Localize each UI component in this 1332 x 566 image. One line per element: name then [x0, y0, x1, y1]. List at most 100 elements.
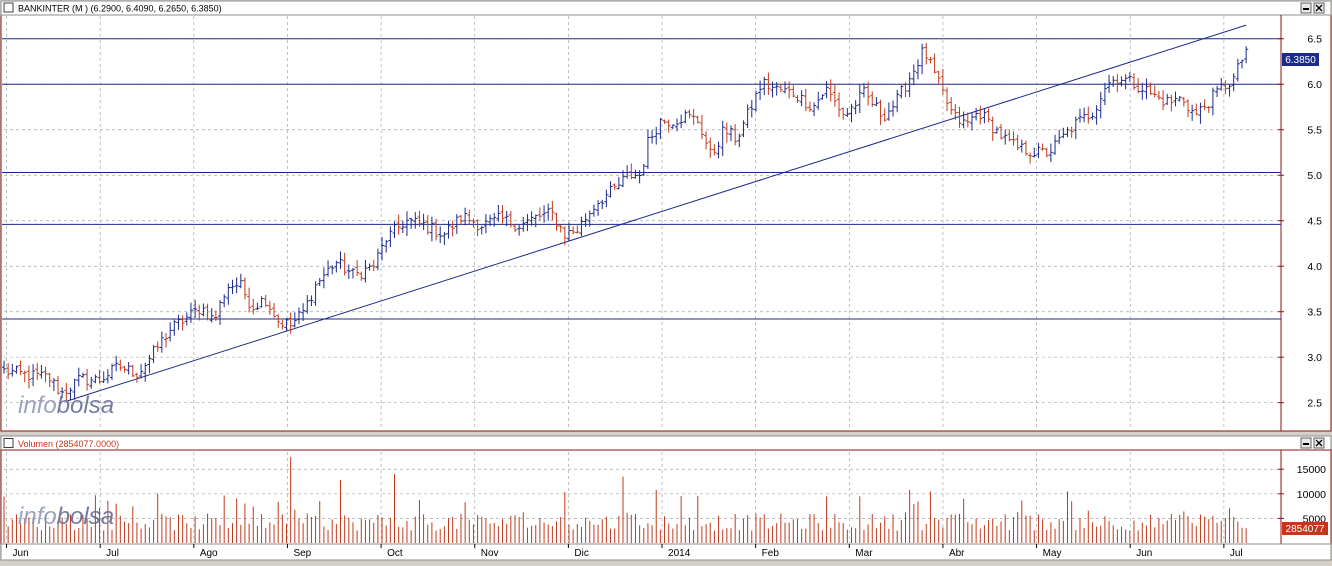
ohlc-bar	[774, 81, 779, 96]
price-axis-label: 4.0	[1307, 261, 1322, 273]
ohlc-bar	[1173, 91, 1178, 107]
ohlc-bar	[645, 129, 650, 169]
ohlc-bar	[400, 220, 405, 234]
ohlc-bar	[550, 201, 555, 221]
close-icon[interactable]	[1313, 2, 1325, 14]
ohlc-bar	[213, 310, 218, 321]
ohlc-bar	[500, 205, 505, 224]
ohlc-bar	[974, 107, 979, 121]
ohlc-bar	[454, 214, 459, 234]
ohlc-bar	[741, 120, 746, 138]
ohlc-bar	[434, 218, 439, 241]
ohlc-bar	[1015, 134, 1020, 151]
ohlc-bar	[612, 183, 617, 191]
ohlc-bar	[787, 81, 792, 99]
ohlc-bar	[51, 378, 56, 392]
ohlc-bar	[517, 224, 522, 236]
ohlc-bar	[284, 317, 289, 332]
ohlc-bar	[1165, 93, 1170, 105]
ohlc-bar	[105, 369, 110, 384]
close-icon[interactable]	[1313, 437, 1325, 449]
ohlc-bar	[650, 130, 655, 144]
ohlc-bar	[425, 215, 430, 235]
price-axis-label: 2.5	[1307, 398, 1322, 410]
ohlc-bar	[504, 210, 509, 227]
ohlc-bar	[940, 68, 945, 95]
ohlc-bar	[712, 144, 717, 156]
ohlc-bar	[101, 371, 106, 384]
ohlc-bar	[68, 387, 73, 401]
ohlc-bar	[533, 214, 538, 228]
ohlc-bar	[346, 264, 351, 280]
ohlc-bar	[812, 102, 817, 117]
ohlc-bar	[637, 170, 642, 184]
ohlc-bar	[288, 312, 293, 334]
ohlc-bar	[870, 91, 875, 107]
ohlc-bar	[920, 43, 925, 75]
ohlc-bar	[1090, 112, 1095, 120]
ohlc-bar	[687, 109, 692, 119]
ohlc-bar	[662, 119, 667, 124]
ohlc-bar	[467, 209, 472, 226]
ohlc-bar	[1119, 76, 1124, 87]
panel-checkbox-icon[interactable]	[3, 438, 14, 448]
ohlc-bar	[184, 312, 189, 326]
ohlc-bar	[234, 277, 239, 294]
ohlc-bar	[891, 100, 896, 117]
ohlc-bar	[1094, 105, 1099, 125]
time-axis-label: Abr	[949, 548, 965, 559]
ohlc-bar	[193, 299, 198, 318]
ohlc-bar	[60, 387, 65, 399]
ohlc-bar	[159, 331, 164, 353]
minimize-icon[interactable]	[1300, 437, 1312, 449]
ohlc-bar	[596, 200, 601, 216]
ohlc-bar	[1023, 140, 1028, 156]
ohlc-bar	[222, 294, 227, 308]
volume-axis-label: 15000	[1297, 464, 1326, 476]
ohlc-bar	[450, 220, 455, 237]
ohlc-bar	[118, 359, 123, 371]
ohlc-bar	[479, 225, 484, 235]
ohlc-bar	[845, 108, 850, 117]
ohlc-bar	[242, 277, 247, 300]
ohlc-bar	[1210, 87, 1215, 116]
ohlc-bar	[488, 214, 493, 226]
ohlc-bar	[130, 364, 135, 378]
price-axis-label: 5.5	[1307, 125, 1322, 137]
ohlc-bar	[704, 131, 709, 150]
ohlc-bar	[537, 207, 542, 221]
ohlc-bar	[338, 251, 343, 269]
ohlc-bar	[31, 364, 36, 387]
ohlc-bar	[1239, 59, 1244, 69]
ohlc-bar	[363, 260, 368, 283]
ohlc-bar	[471, 218, 476, 228]
ohlc-bar	[280, 319, 285, 330]
panel-checkbox-icon[interactable]	[3, 2, 14, 13]
ohlc-bar	[670, 124, 675, 130]
ohlc-bar	[716, 141, 721, 159]
ohlc-bar	[122, 365, 127, 373]
ohlc-bar	[76, 367, 81, 387]
ohlc-bar	[907, 72, 912, 97]
price-axis-label: 3.5	[1307, 307, 1322, 319]
ohlc-bar	[733, 124, 738, 146]
volume-panel	[0, 449, 1332, 545]
ohlc-bar	[791, 85, 796, 98]
watermark-logo: infobolsa	[18, 503, 114, 530]
ohlc-bar	[953, 103, 958, 120]
ohlc-bar	[936, 70, 941, 84]
volume-axis-label: 10000	[1297, 489, 1326, 501]
minimize-icon[interactable]	[1300, 2, 1312, 14]
ohlc-bar	[878, 99, 883, 125]
time-axis-label: Feb	[762, 548, 780, 559]
ohlc-bar	[442, 231, 447, 245]
ohlc-bar	[147, 354, 152, 374]
ohlc-bar	[384, 239, 389, 253]
ohlc-bar	[799, 90, 804, 107]
ohlc-bar	[1065, 126, 1070, 138]
ohlc-bar	[641, 164, 646, 176]
ohlc-bar	[1098, 91, 1103, 119]
price-axis-label: 5.0	[1307, 170, 1322, 182]
ohlc-bar	[994, 126, 999, 134]
ohlc-bar	[945, 87, 950, 112]
